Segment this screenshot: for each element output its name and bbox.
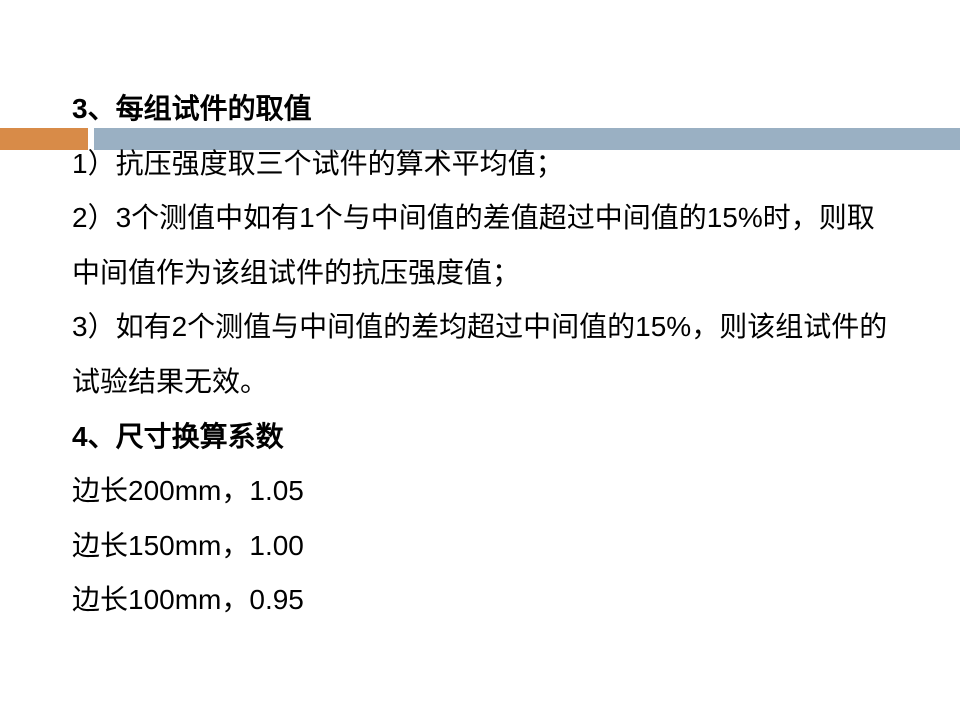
- section-3-heading: 3、每组试件的取值: [72, 82, 902, 137]
- section-4-row-2: 边长150mm，1.00: [72, 519, 902, 574]
- section-4-row-1: 边长200mm，1.05: [72, 464, 902, 519]
- section-3-item-2: 2）3个测值中如有1个与中间值的差值超过中间值的15%时，则取中间值作为该组试件…: [72, 191, 902, 300]
- section-4-row-3: 边长100mm，0.95: [72, 573, 902, 628]
- section-3-item-3: 3）如有2个测值与中间值的差均超过中间值的15%，则该组试件的试验结果无效。: [72, 300, 902, 409]
- section-3-item-1: 1）抗压强度取三个试件的算术平均值；: [72, 137, 902, 192]
- content-area: 3、每组试件的取值 1）抗压强度取三个试件的算术平均值； 2）3个测值中如有1个…: [72, 82, 902, 628]
- slide: 3、每组试件的取值 1）抗压强度取三个试件的算术平均值； 2）3个测值中如有1个…: [0, 0, 960, 720]
- section-4-heading: 4、尺寸换算系数: [72, 410, 902, 465]
